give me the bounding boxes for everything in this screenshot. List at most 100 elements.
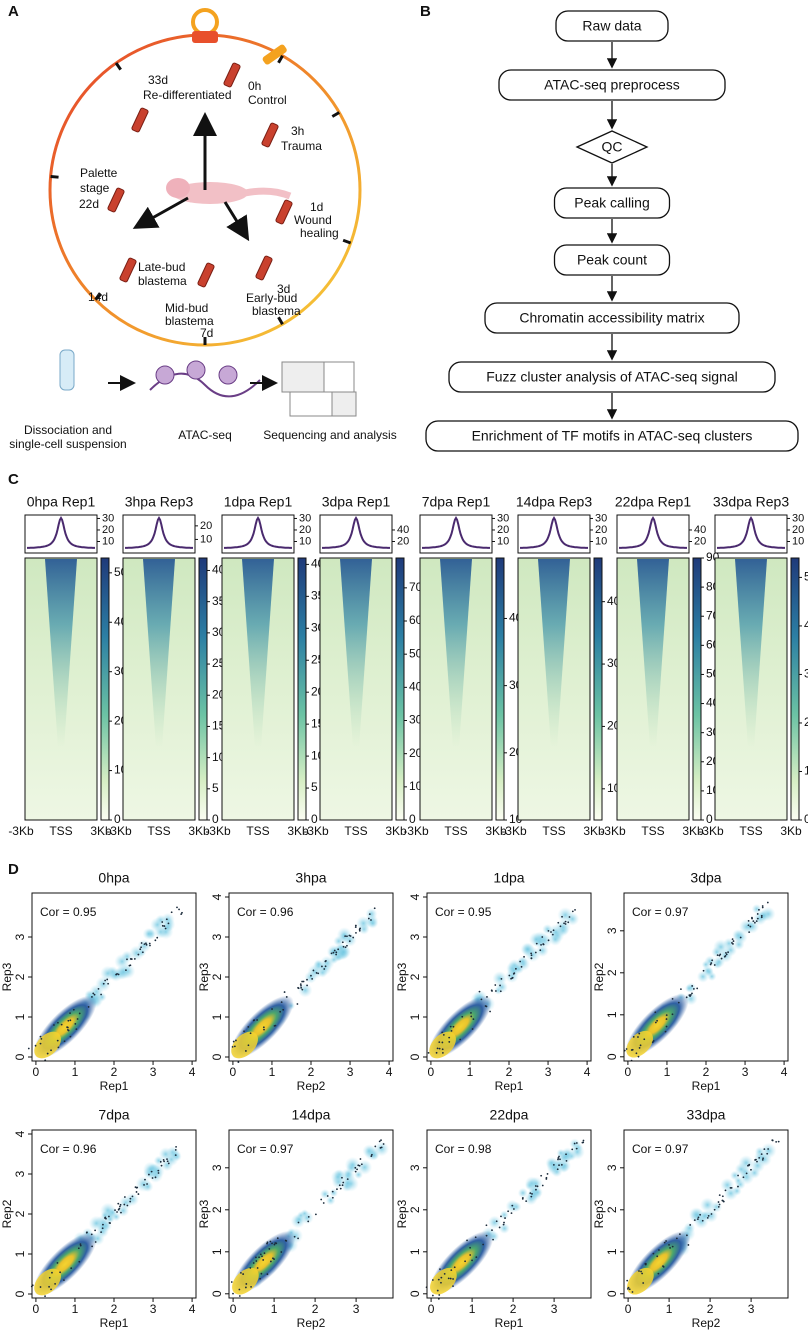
- scatter-dot: [66, 1026, 69, 1029]
- y-tick-label: 0: [605, 1290, 619, 1297]
- scatter-dot: [63, 1040, 66, 1043]
- scatter-dot: [141, 951, 144, 954]
- scatter-dot: [675, 1237, 678, 1240]
- correlation-label: Cor = 0.98: [435, 1142, 492, 1156]
- scatter-dot: [511, 977, 514, 979]
- scatter-dot: [449, 1025, 452, 1028]
- x-tick-label: 4: [189, 1302, 196, 1316]
- scatter-dot: [630, 1049, 633, 1051]
- scatter-dot: [273, 1258, 275, 1261]
- y-tick-label: 3: [13, 1170, 27, 1177]
- scatter-plot: [623, 1129, 789, 1299]
- scatter-dot: [145, 942, 147, 945]
- scatter-dot: [144, 1178, 146, 1181]
- y-tick-label: 1: [210, 1013, 224, 1020]
- scatter-dot: [724, 1189, 727, 1192]
- scatter-dot: [123, 1196, 126, 1198]
- scatter-dot: [550, 931, 552, 933]
- scatter-dot: [709, 963, 712, 966]
- x-tick-label: 1: [72, 1065, 79, 1079]
- scatter-dot: [326, 1195, 329, 1197]
- timepoint-day: 3h: [291, 124, 304, 138]
- scatter-dot: [530, 1195, 533, 1198]
- density-halo: [738, 1155, 754, 1171]
- scatter-dot: [262, 1026, 265, 1029]
- scatter-dot: [232, 1292, 234, 1295]
- scatter-dot: [60, 1023, 63, 1026]
- scatter-dot: [701, 1219, 704, 1222]
- scatter-dot: [685, 996, 688, 999]
- scatter-dot: [27, 1047, 30, 1050]
- scatter-dot: [335, 951, 338, 954]
- scatter-dot: [758, 1156, 761, 1159]
- heatmap-signal: [538, 559, 570, 748]
- scatter-dot: [120, 1211, 122, 1214]
- y-tick-label: 1: [605, 1011, 619, 1018]
- scatter-dot: [551, 933, 554, 936]
- scatter-dot: [359, 1158, 362, 1160]
- scatter-dot: [545, 1176, 548, 1179]
- scatter-dot: [536, 1185, 539, 1188]
- colorbar: [395, 557, 405, 821]
- scatter-dot: [176, 906, 178, 909]
- scatter-dot: [427, 1051, 430, 1054]
- scatter-dot: [91, 1245, 94, 1248]
- x-tick-label: 2: [308, 1065, 315, 1079]
- density-halo: [162, 922, 173, 933]
- scatter-dot: [129, 1197, 132, 1200]
- profile-curve: [717, 516, 785, 549]
- x-tick-label: 2: [111, 1065, 118, 1079]
- scatter-dot: [333, 949, 336, 952]
- profile-curve: [520, 516, 588, 549]
- scatter-dot: [150, 1170, 153, 1173]
- scatter-dot: [249, 1267, 252, 1269]
- scatter-dot: [767, 1148, 770, 1150]
- scatter-dot: [341, 1176, 343, 1179]
- scatter-dot: [93, 993, 96, 996]
- y-tick-label: 2: [408, 1206, 422, 1213]
- scatter-dot: [564, 920, 567, 923]
- scatter-dot: [552, 1163, 555, 1166]
- profile-curve: [27, 516, 95, 549]
- scatter-dot: [499, 990, 502, 993]
- scatter-dot: [491, 1229, 493, 1232]
- scatter-dot: [143, 1184, 145, 1186]
- heatmap-x-label: TSS: [49, 824, 72, 838]
- colorbar-tick-label: 40: [804, 618, 808, 632]
- scatter-dot: [559, 925, 562, 928]
- scatter-dot: [668, 1244, 670, 1246]
- scatter-dot: [716, 954, 719, 957]
- plot-border: [623, 1129, 789, 1299]
- scatter-dot: [665, 1018, 668, 1020]
- colorbar-tick-label: 30: [409, 713, 423, 727]
- scatter-plot: [30, 1129, 197, 1299]
- profile-tick-label: 20: [595, 524, 607, 536]
- y-tick-label: 3: [408, 1164, 422, 1171]
- scatter-dot: [370, 1153, 373, 1156]
- density-halo: [756, 1151, 772, 1167]
- timepoint-label: Wound: [294, 213, 332, 227]
- scatter-dot: [56, 1039, 59, 1042]
- scatter-dot: [756, 913, 759, 915]
- scatter-dot: [79, 1244, 82, 1247]
- scatter-dot: [485, 1005, 488, 1008]
- scatter-dot: [69, 1012, 71, 1015]
- flow-node: [553, 187, 671, 219]
- density-peak: [627, 1267, 654, 1295]
- scatter-dot: [297, 1237, 299, 1240]
- scatter-dot: [154, 1176, 157, 1179]
- flow-node: [484, 302, 740, 334]
- scatter-dot: [50, 1049, 52, 1052]
- heatmap-x-label: 3Kb: [780, 824, 802, 838]
- scatter-dot: [644, 1262, 647, 1265]
- scatter-dot: [438, 1041, 441, 1043]
- profile-curve: [322, 516, 390, 549]
- scatter-dot: [266, 1242, 268, 1245]
- scatter-dot: [357, 1164, 360, 1167]
- scatter-dot: [775, 1140, 778, 1143]
- scatter-dot: [335, 953, 338, 956]
- x-tick-label: 3: [545, 1065, 552, 1079]
- scatter-dot: [301, 988, 304, 991]
- scatter-dot: [131, 1195, 134, 1198]
- density-peak: [626, 1030, 653, 1058]
